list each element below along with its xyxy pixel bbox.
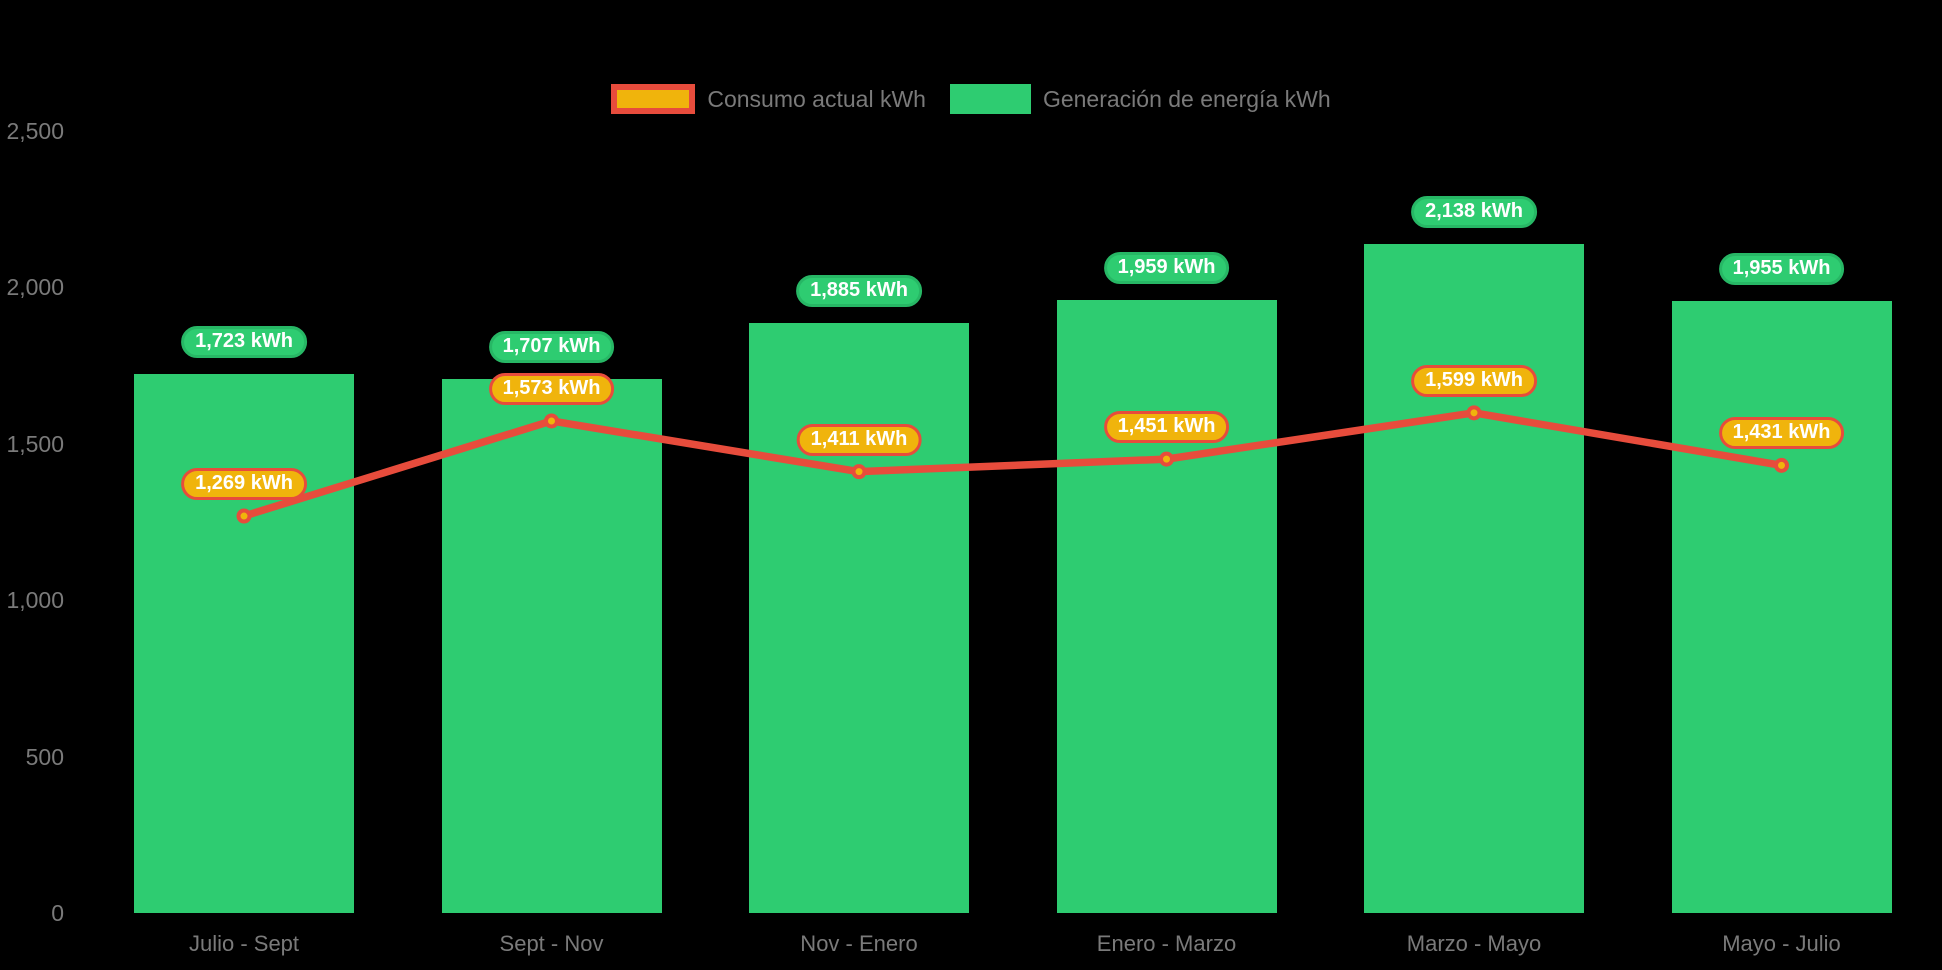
y-axis-tick: 1,500	[6, 430, 64, 457]
consumo-point-marker[interactable]	[1466, 405, 1482, 421]
generacion-value-badge: 2,138 kWh	[1411, 196, 1537, 229]
y-axis-tick: 0	[51, 900, 64, 926]
legend-item-consumo[interactable]: Consumo actual kWh	[611, 84, 926, 114]
consumo-point-marker[interactable]	[544, 413, 559, 429]
consumo-value-badge: 1,451 kWh	[1103, 411, 1230, 444]
x-axis-label: Mayo - Julio	[1722, 931, 1841, 956]
x-axis-label: Julio - Sept	[188, 931, 300, 956]
y-axis-tick: 2,000	[6, 274, 64, 301]
consumo-value-badge: 1,573 kWh	[488, 372, 615, 405]
consumo-point-marker[interactable]	[1159, 451, 1174, 467]
consumo-point-marker[interactable]	[851, 464, 867, 480]
generacion-value-badge: 1,707 kWh	[488, 331, 615, 364]
generacion-value-badge: 1,955 kWh	[1718, 253, 1845, 286]
consumo-value-badge: 1,269 kWh	[181, 468, 307, 501]
bar-generacion[interactable]	[1364, 244, 1584, 913]
bar-generacion[interactable]	[1056, 300, 1277, 913]
consumo-value-badge: 1,411 kWh	[796, 423, 922, 456]
bar-generacion[interactable]	[441, 379, 662, 913]
bar-generacion[interactable]	[749, 323, 969, 913]
consumo-value-badge: 1,431 kWh	[1718, 417, 1845, 450]
x-axis-label: Nov - Enero	[800, 931, 918, 956]
consumo-point-marker[interactable]	[236, 508, 252, 524]
y-axis-tick: 500	[25, 743, 64, 770]
y-axis-tick: 1,000	[6, 587, 64, 614]
consumo-value-badge: 1,599 kWh	[1411, 364, 1537, 397]
consumo-swatch-icon	[611, 84, 696, 114]
legend-label-generacion: Generación de energía kWh	[1042, 85, 1331, 112]
legend-item-generacion[interactable]: Generación de energía kWh	[949, 84, 1331, 114]
bar-generacion[interactable]	[134, 374, 354, 913]
y-axis-tick: 2,500	[6, 118, 64, 144]
x-axis-label: Sept - Nov	[499, 931, 604, 956]
generacion-value-badge: 1,885 kWh	[796, 275, 922, 308]
generacion-value-badge: 1,959 kWh	[1103, 252, 1230, 285]
generacion-swatch-icon	[949, 84, 1031, 114]
legend: Consumo actual kWh Generación de energía…	[0, 84, 1942, 114]
x-axis-label: Marzo - Mayo	[1406, 931, 1542, 956]
generacion-value-badge: 1,723 kWh	[181, 326, 307, 359]
bar-generacion[interactable]	[1671, 301, 1892, 913]
consumo-point-marker[interactable]	[1774, 457, 1789, 473]
legend-label-consumo: Consumo actual kWh	[707, 85, 926, 112]
x-axis-label: Enero - Marzo	[1096, 931, 1237, 956]
